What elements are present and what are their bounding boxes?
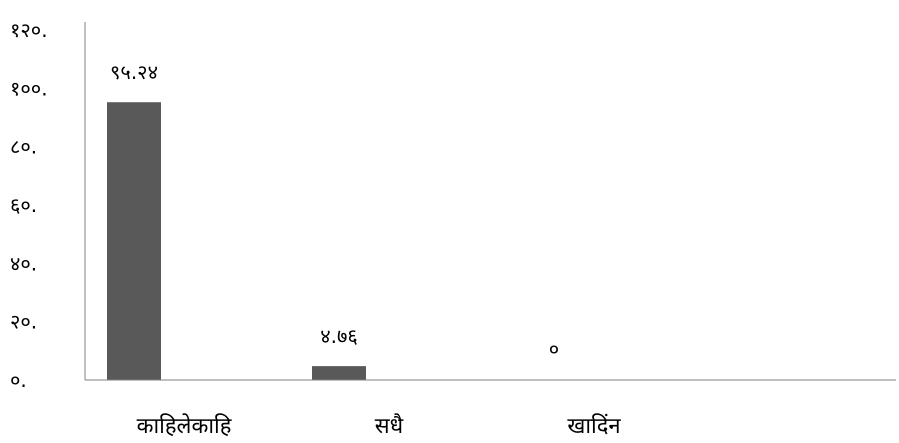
- data-label: ०: [549, 337, 559, 361]
- y-axis-ticks: ०. २०. ४०. ६०. ८०. १००. १२०.: [10, 18, 48, 392]
- y-tick-label: १२०.: [10, 18, 48, 42]
- bar: [312, 366, 366, 380]
- data-label: ४.७६: [320, 324, 358, 348]
- y-tick-label: १००.: [10, 76, 48, 100]
- category-label: काहिलेकाहि: [137, 413, 232, 439]
- y-tick-label: ८०.: [10, 135, 37, 159]
- bars: [107, 102, 366, 380]
- y-tick-label: ६०.: [10, 193, 37, 217]
- category-labels: काहिलेकाहि सधै खादिंन: [137, 413, 622, 439]
- category-label: सधै: [375, 413, 404, 439]
- data-labels: ९५.२४ ४.७६ ०: [110, 60, 559, 361]
- data-label: ९५.२४: [110, 60, 158, 84]
- y-tick-label: ४०.: [10, 251, 37, 275]
- category-label: खादिंन: [567, 413, 621, 439]
- y-tick-label: ०.: [10, 368, 27, 392]
- y-tick-label: २०.: [10, 310, 37, 334]
- bar: [107, 102, 161, 380]
